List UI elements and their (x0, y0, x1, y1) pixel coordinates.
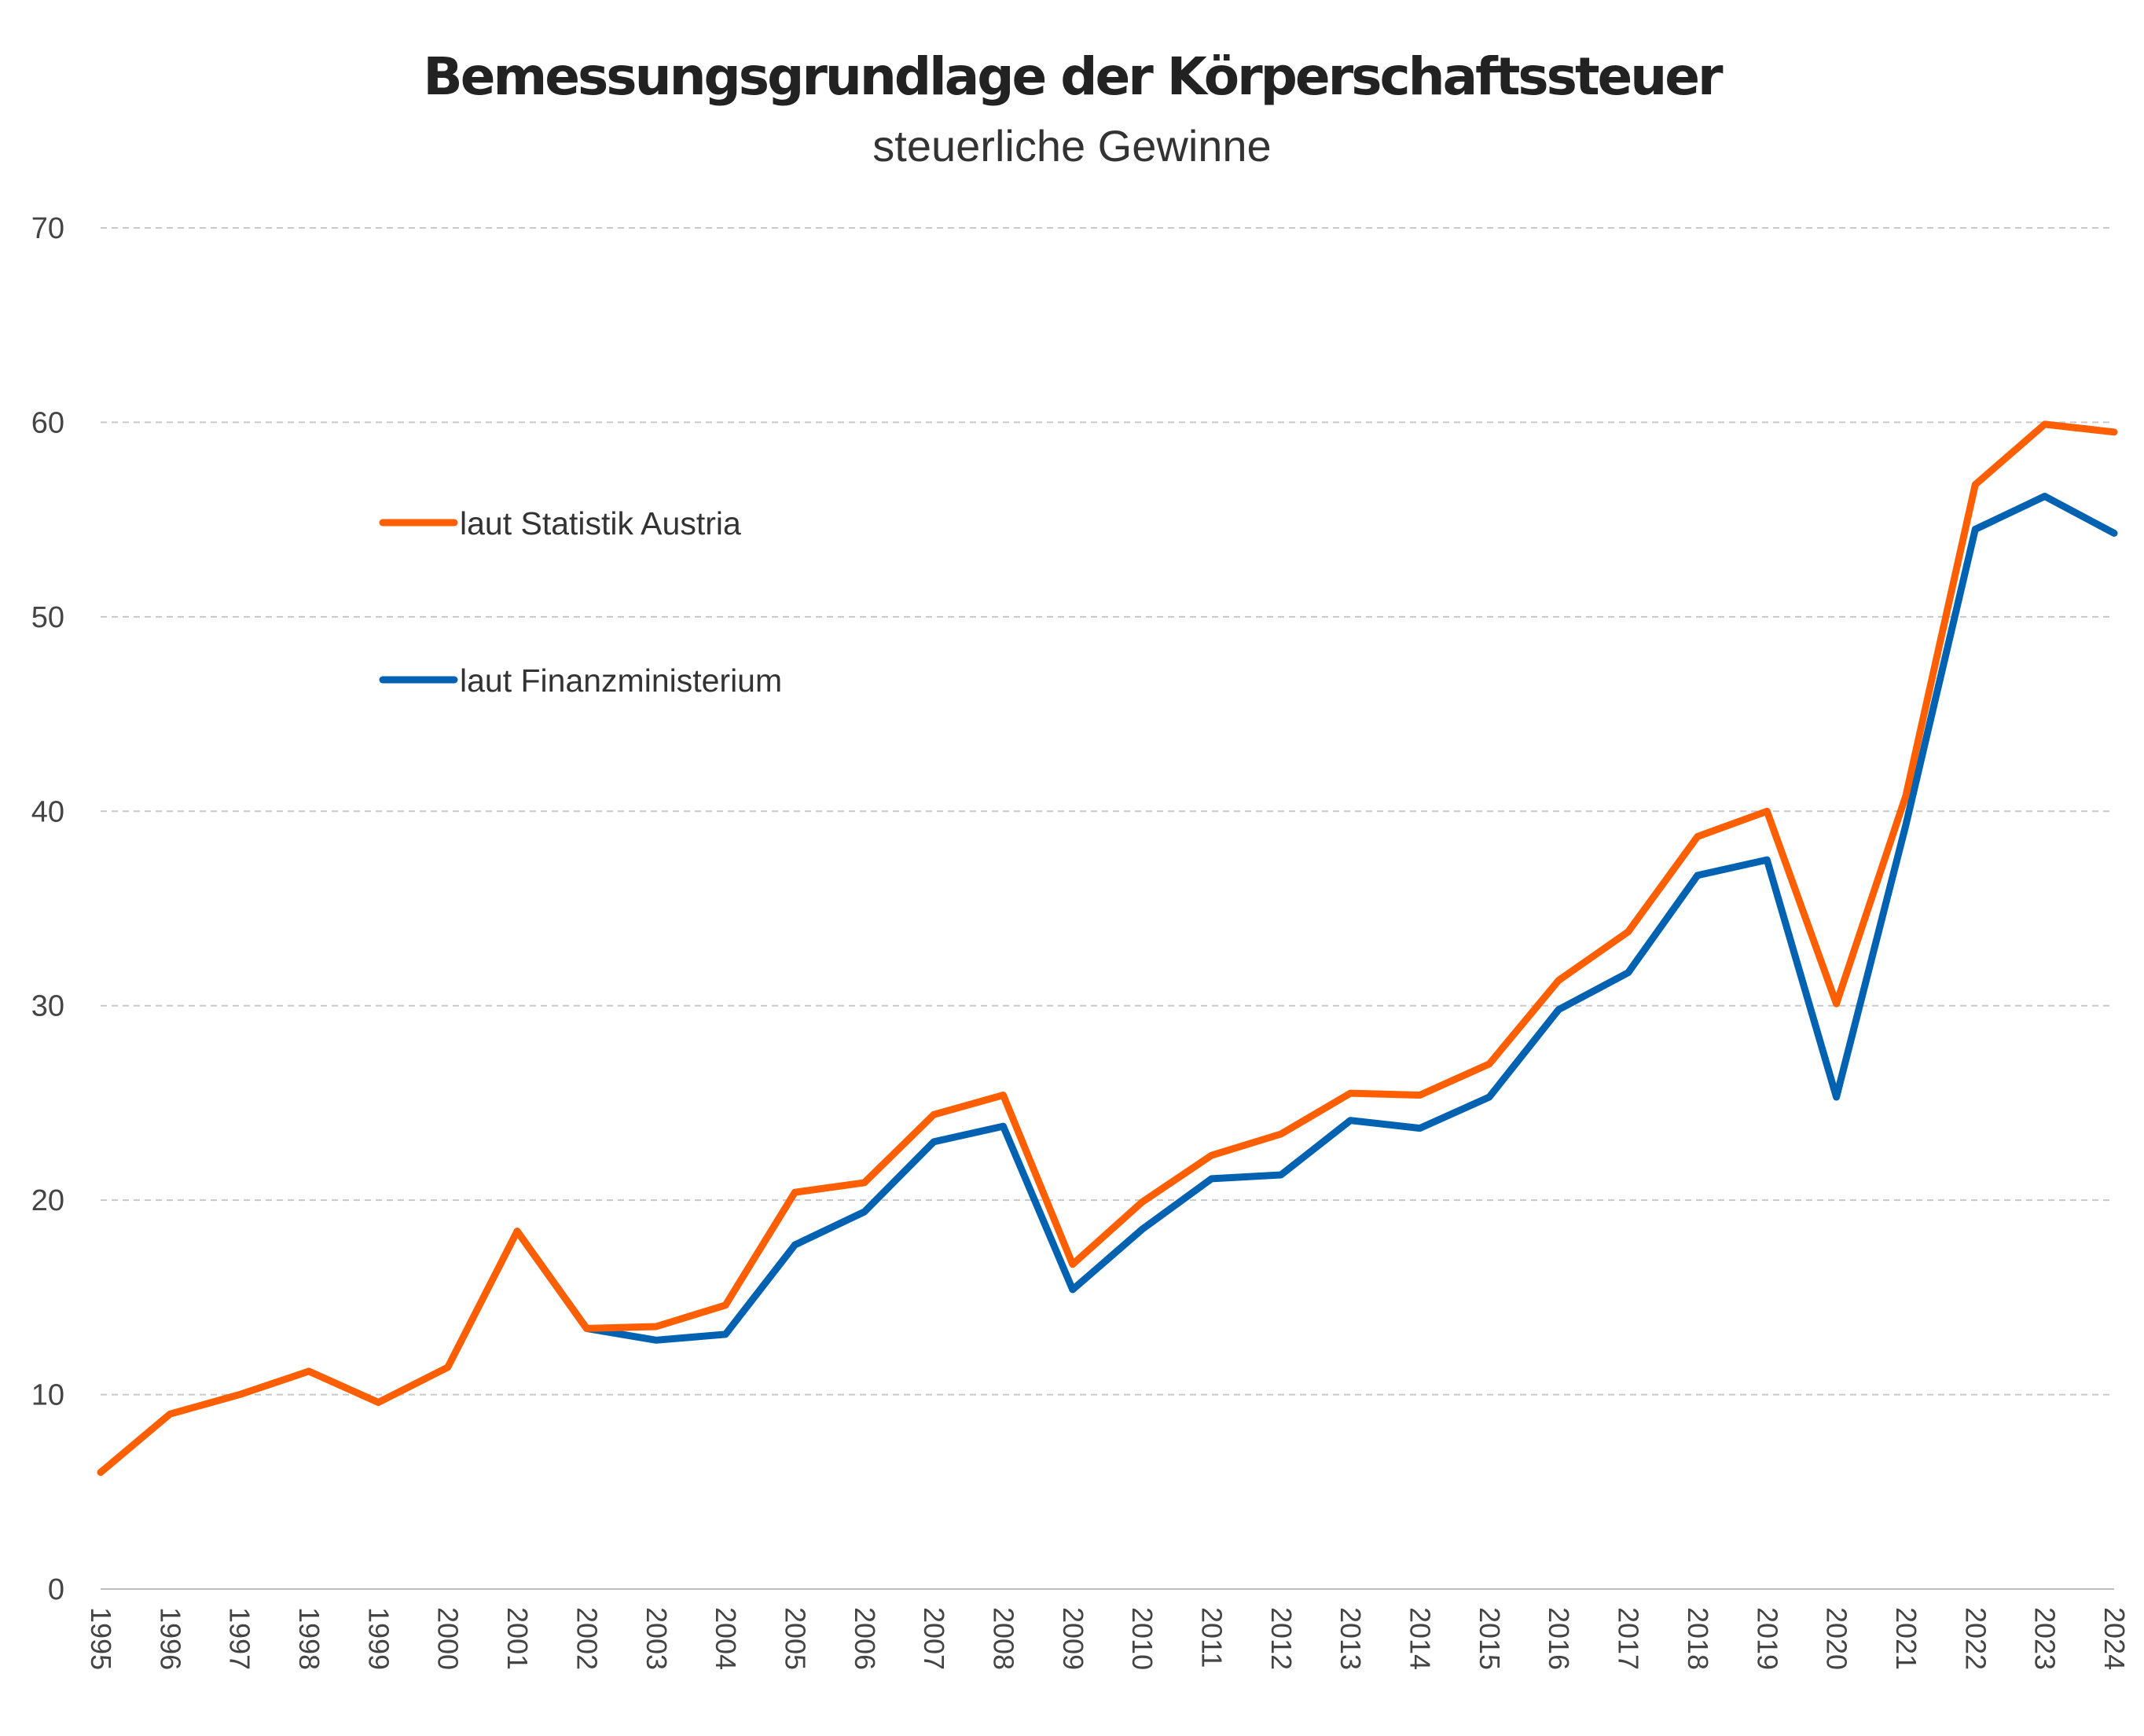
x-tick-label: 2011 (1196, 1607, 1228, 1668)
x-tick-label: 2006 (849, 1607, 881, 1670)
x-tick-label: 2000 (432, 1607, 464, 1670)
x-tick-label: 2016 (1543, 1607, 1575, 1670)
x-tick-label: 2001 (501, 1607, 534, 1670)
x-tick-label: 2012 (1265, 1607, 1298, 1670)
x-tick-label: 2009 (1057, 1607, 1089, 1670)
x-axis-ticks: 1995 1996 1997 1998 1999 2000 2001 2002 2003 2004… (85, 1607, 2131, 1670)
x-tick-label: 2021 (1890, 1607, 1922, 1670)
series-line-statistik-austria (97, 420, 2118, 1476)
y-tick-label: 0 (48, 1573, 64, 1606)
x-tick-label: 2017 (1613, 1607, 1645, 1670)
series-line-finanzministerium (513, 493, 2118, 1344)
chart-subtitle: steuerliche Gewinne (872, 121, 1271, 171)
y-tick-label: 50 (31, 601, 64, 634)
legend: laut Statistik Austria laut Finanzminist… (379, 505, 782, 699)
series-lines (97, 420, 2118, 1476)
x-tick-label: 1999 (362, 1607, 395, 1670)
x-tick-label: 2005 (779, 1607, 811, 1670)
y-tick-label: 30 (31, 990, 64, 1023)
y-axis-ticks: 0 10 20 30 40 50 60 70 (31, 212, 64, 1606)
x-tick-label: 2023 (2029, 1607, 2061, 1670)
x-tick-label: 2019 (1751, 1607, 1783, 1670)
x-tick-label: 2003 (641, 1607, 673, 1670)
x-tick-label: 2007 (918, 1607, 950, 1670)
y-tick-label: 40 (31, 795, 64, 828)
legend-label-statistik-austria: laut Statistik Austria (460, 505, 741, 541)
x-tick-label: 2015 (1474, 1607, 1506, 1670)
x-tick-label: 2020 (1821, 1607, 1853, 1670)
x-tick-label: 2008 (987, 1607, 1019, 1670)
legend-label-finanzministerium: laut Finanzministerium (460, 662, 782, 699)
chart-title: Bemessungsgrundlage der Körperschaftsste… (423, 46, 1724, 107)
x-tick-label: 2024 (2098, 1607, 2131, 1670)
x-tick-label: 1996 (154, 1607, 186, 1670)
x-tick-label: 1997 (224, 1607, 256, 1670)
x-tick-label: 2018 (1682, 1607, 1714, 1670)
x-tick-label: 2010 (1126, 1607, 1158, 1670)
x-tick-label: 1998 (293, 1607, 325, 1670)
x-tick-label: 2004 (710, 1607, 742, 1670)
x-tick-label: 2014 (1404, 1607, 1437, 1670)
x-tick-label: 1995 (85, 1607, 117, 1670)
y-tick-label: 60 (31, 406, 64, 439)
x-tick-label: 2002 (571, 1607, 603, 1670)
gridlines (101, 227, 2114, 1396)
x-tick-label: 2013 (1334, 1607, 1367, 1670)
x-tick-label: 2022 (1959, 1607, 1992, 1670)
y-tick-label: 70 (31, 212, 64, 245)
legend-item-finanzministerium: laut Finanzministerium (379, 662, 782, 699)
legend-item-statistik-austria: laut Statistik Austria (379, 505, 741, 541)
y-tick-label: 10 (31, 1379, 64, 1412)
y-tick-label: 20 (31, 1184, 64, 1217)
